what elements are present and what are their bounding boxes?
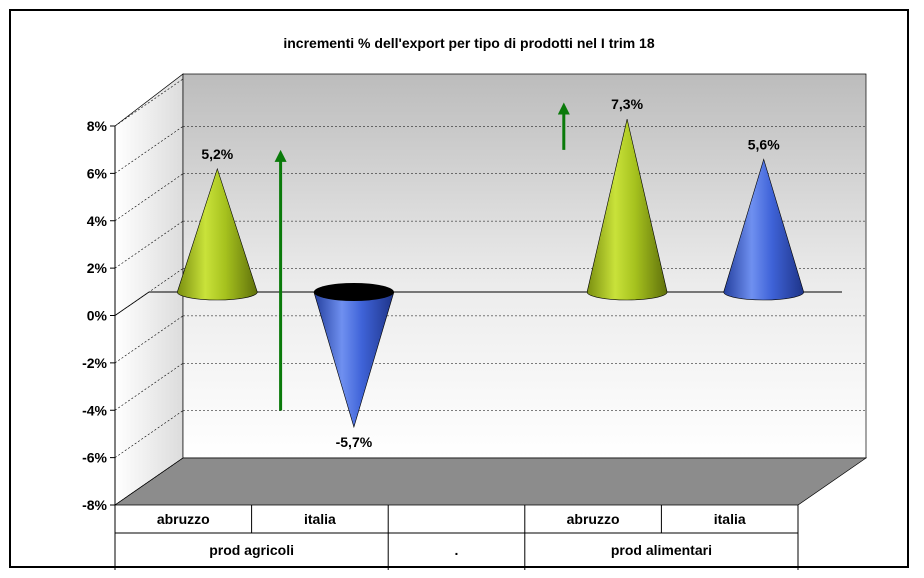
y-tick-label: 4% <box>87 213 108 229</box>
side-gridline <box>114 363 184 411</box>
cone-3 <box>586 119 668 301</box>
chart-marks <box>176 119 805 429</box>
data-labels: 5,2% -5,7% 7,3% 5,6% <box>201 96 780 450</box>
y-tick-label: -8% <box>82 497 107 513</box>
category-table: abruzzo italia abruzzo italia prod agricoli.… <box>114 505 799 570</box>
chart-frame: incrementi % dell'export per tipo di pro… <box>9 9 909 570</box>
cone-chart: incrementi % dell'export per tipo di pro… <box>82 35 868 570</box>
data-label: -5,7% <box>336 434 373 450</box>
cone-opening <box>313 283 394 301</box>
side-gridline <box>114 173 184 221</box>
data-label: 5,6% <box>748 136 780 152</box>
y-tick-label: -2% <box>82 355 107 371</box>
side-gridline <box>114 220 184 269</box>
side-gridline <box>114 126 184 174</box>
cone-body <box>586 119 668 301</box>
y-tick-label: -6% <box>82 450 107 466</box>
data-label: 5,2% <box>201 146 233 162</box>
category-label: abruzzo <box>157 511 210 527</box>
side-gridline <box>114 410 184 458</box>
y-tick-label: 2% <box>87 260 108 276</box>
zero-line-side <box>114 291 150 316</box>
cone-body <box>723 158 805 301</box>
trend-arrows <box>274 102 570 411</box>
side-gridline <box>114 78 184 127</box>
chart-title: incrementi % dell'export per tipo di pro… <box>283 35 654 51</box>
floor <box>113 457 868 506</box>
group-label: . <box>455 542 459 558</box>
y-axis: -8% -6% -4% -2% 0% 2% 4% 6% 8% <box>82 118 116 513</box>
gridlines <box>114 78 866 506</box>
cone-1 <box>313 283 395 429</box>
y-tick-label: 8% <box>87 118 108 134</box>
group-label: prod alimentari <box>611 542 712 558</box>
side-gridline <box>114 457 184 506</box>
y-tick-label: 0% <box>87 308 108 324</box>
side-wall <box>114 73 184 506</box>
y-tick-label: -4% <box>82 402 107 418</box>
cone-4 <box>723 158 805 301</box>
y-tick-label: 6% <box>87 165 108 181</box>
data-label: 7,3% <box>611 96 643 112</box>
cone-body <box>176 167 258 301</box>
category-label: abruzzo <box>567 511 620 527</box>
side-gridline <box>114 315 184 364</box>
category-label: italia <box>714 511 746 527</box>
category-label: italia <box>304 511 336 527</box>
group-label: prod agricoli <box>209 542 294 558</box>
cone-0 <box>176 167 258 301</box>
